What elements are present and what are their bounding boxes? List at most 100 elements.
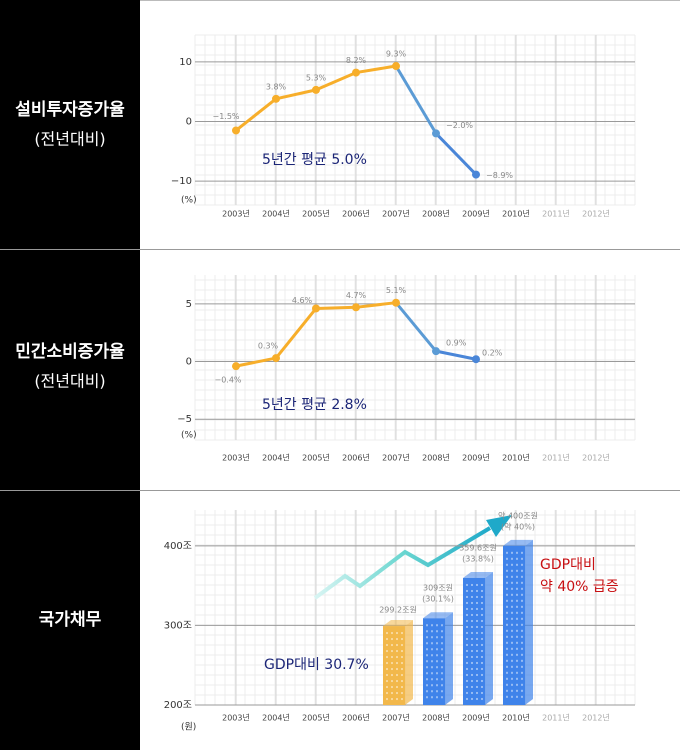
window: [521, 635, 523, 638]
annotation-red: GDP대비: [540, 557, 596, 573]
window: [511, 689, 513, 692]
window: [521, 599, 523, 602]
window: [466, 637, 468, 640]
x-tick-label: 2004년: [262, 209, 290, 219]
window: [396, 638, 398, 641]
window: [466, 583, 468, 586]
value-share: (약 40%): [501, 521, 535, 531]
window: [466, 649, 468, 652]
value-label: 3.8%: [266, 82, 287, 91]
annotation: GDP대비 30.7%: [264, 657, 369, 673]
bar-top: [463, 571, 493, 578]
window: [516, 629, 518, 632]
line-segment: [435, 349, 477, 361]
window: [426, 678, 428, 681]
window: [466, 673, 468, 676]
window: [401, 644, 403, 647]
window: [471, 589, 473, 592]
window: [431, 630, 433, 633]
window: [511, 683, 513, 686]
window: [506, 611, 508, 614]
window: [516, 635, 518, 638]
window: [476, 655, 478, 658]
window: [506, 599, 508, 602]
window: [471, 679, 473, 682]
window: [516, 563, 518, 566]
window: [431, 696, 433, 699]
window: [471, 661, 473, 664]
window: [506, 569, 508, 572]
y-tick-label: 300조: [164, 620, 192, 631]
window: [386, 656, 388, 659]
window: [481, 673, 483, 676]
line-segment: [394, 301, 438, 353]
x-tick-label: 2003년: [222, 453, 250, 463]
window: [401, 656, 403, 659]
window: [476, 691, 478, 694]
bar-top: [383, 620, 413, 627]
y-tick-label: −10: [171, 176, 192, 187]
window: [506, 653, 508, 656]
window: [401, 680, 403, 683]
window: [481, 679, 483, 682]
window: [511, 569, 513, 572]
x-tick-label: 2009년: [462, 209, 490, 219]
window: [511, 587, 513, 590]
window: [466, 679, 468, 682]
line-segment: [235, 97, 277, 132]
window: [506, 683, 508, 686]
window: [516, 689, 518, 692]
panel-subtitle: (전년대비): [34, 372, 105, 391]
window: [436, 690, 438, 693]
window: [476, 631, 478, 634]
window: [401, 668, 403, 671]
point: [312, 85, 320, 94]
value-label: 5.1%: [386, 286, 407, 295]
window: [396, 692, 398, 695]
value-label: 약 400조원: [498, 510, 538, 520]
window: [521, 677, 523, 680]
window: [511, 671, 513, 674]
window: [476, 673, 478, 676]
x-tick-label: 2008년: [422, 453, 450, 463]
bar: [503, 545, 525, 705]
x-tick-label: 2011년: [542, 713, 570, 723]
arrow-head: [486, 515, 512, 537]
window: [386, 692, 388, 695]
value-label: 0.3%: [258, 342, 279, 351]
window: [471, 607, 473, 610]
window: [396, 674, 398, 677]
side-panel: [0, 0, 140, 750]
window: [516, 605, 518, 608]
window: [441, 678, 443, 681]
window: [481, 691, 483, 694]
window: [476, 589, 478, 592]
window: [436, 660, 438, 663]
x-tick-label: 2005년: [302, 209, 330, 219]
window: [511, 647, 513, 650]
annotation-red: 약 40% 급증: [540, 579, 619, 595]
value-label: 0.9%: [446, 339, 467, 348]
window: [426, 690, 428, 693]
window: [476, 697, 478, 700]
window: [431, 690, 433, 693]
window: [476, 667, 478, 670]
window: [436, 648, 438, 651]
y-tick-label: 10: [179, 57, 192, 68]
window: [396, 686, 398, 689]
line-segment: [274, 307, 318, 360]
window: [441, 684, 443, 687]
bar-side: [525, 539, 533, 705]
window: [391, 662, 393, 665]
window: [521, 593, 523, 596]
x-tick-label: 2003년: [222, 209, 250, 219]
window: [386, 680, 388, 683]
window: [441, 642, 443, 645]
window: [521, 641, 523, 644]
window: [521, 683, 523, 686]
unit-label: (원): [181, 722, 196, 733]
window: [521, 689, 523, 692]
window: [511, 695, 513, 698]
window: [481, 607, 483, 610]
window: [466, 601, 468, 604]
